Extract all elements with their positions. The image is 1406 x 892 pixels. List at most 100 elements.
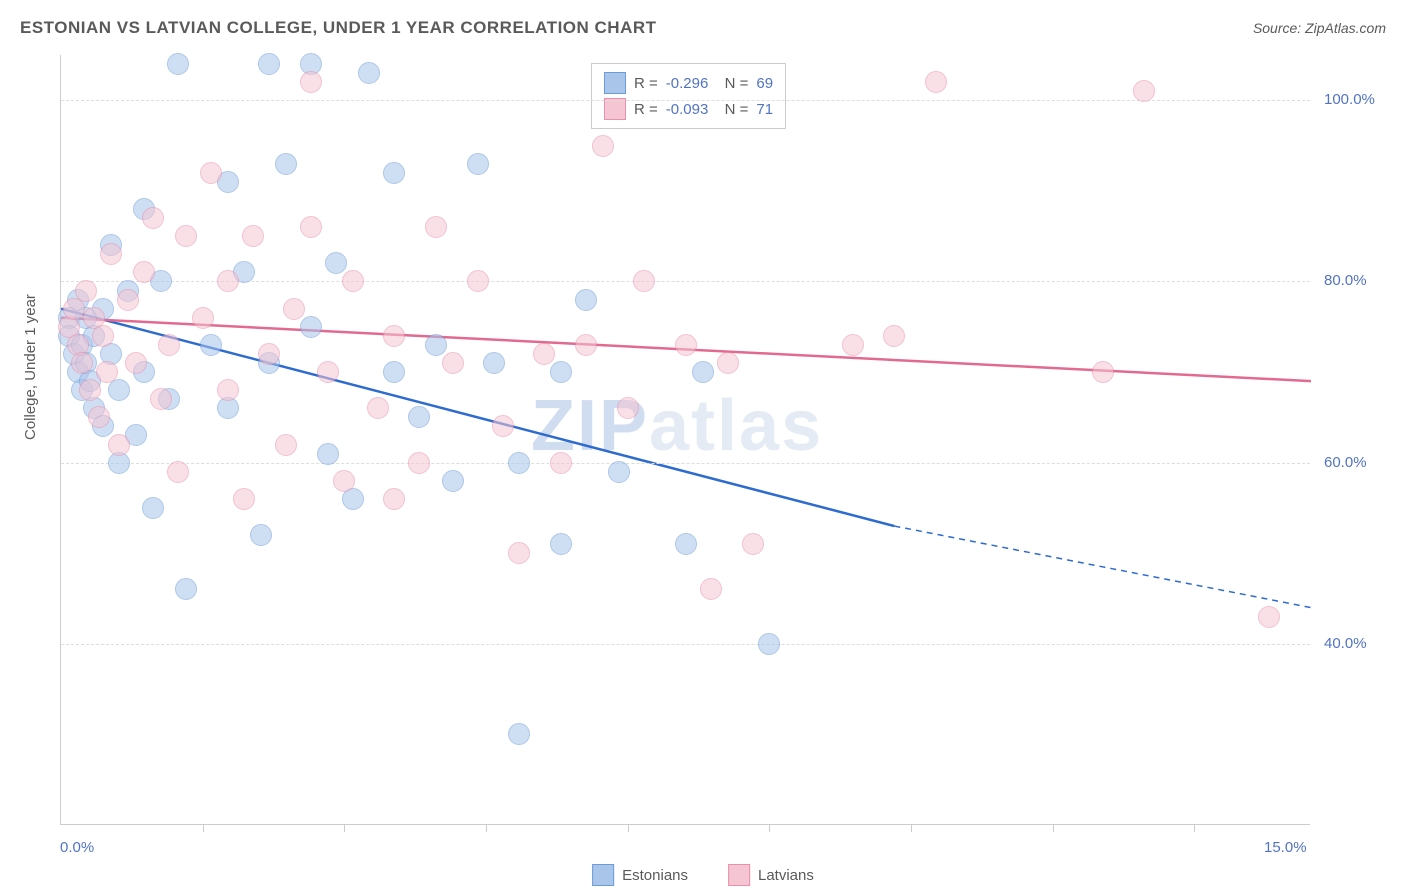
y-tick-label: 40.0% bbox=[1324, 635, 1367, 652]
x-tick bbox=[769, 824, 770, 832]
data-point bbox=[358, 62, 380, 84]
data-point bbox=[742, 533, 764, 555]
data-point bbox=[442, 352, 464, 374]
legend-swatch bbox=[728, 864, 750, 886]
correlation-legend: R = -0.296 N = 69R = -0.093 N = 71 bbox=[591, 63, 786, 129]
series-legend: Estonians Latvians bbox=[592, 864, 814, 886]
data-point bbox=[317, 443, 339, 465]
data-point bbox=[692, 361, 714, 383]
legend-row: R = -0.296 N = 69 bbox=[604, 70, 773, 96]
legend-n-label: N = bbox=[716, 101, 748, 118]
data-point bbox=[175, 578, 197, 600]
data-point bbox=[117, 289, 139, 311]
data-point bbox=[167, 53, 189, 75]
legend-swatch bbox=[604, 72, 626, 94]
data-point bbox=[675, 334, 697, 356]
legend-label: Estonians bbox=[622, 867, 688, 884]
data-point bbox=[617, 397, 639, 419]
watermark: ZIPatlas bbox=[531, 385, 823, 467]
data-point bbox=[92, 325, 114, 347]
data-point bbox=[425, 334, 447, 356]
scatter-plot-area: ZIPatlas R = -0.296 N = 69R = -0.093 N =… bbox=[60, 55, 1310, 825]
legend-swatch bbox=[604, 98, 626, 120]
data-point bbox=[575, 289, 597, 311]
x-tick bbox=[344, 824, 345, 832]
data-point bbox=[88, 406, 110, 428]
data-point bbox=[383, 361, 405, 383]
y-tick-label: 60.0% bbox=[1324, 454, 1367, 471]
data-point bbox=[125, 352, 147, 374]
data-point bbox=[108, 379, 130, 401]
data-point bbox=[242, 225, 264, 247]
data-point bbox=[758, 633, 780, 655]
data-point bbox=[383, 162, 405, 184]
legend-r-value: -0.093 bbox=[666, 101, 709, 118]
data-point bbox=[925, 71, 947, 93]
x-tick bbox=[911, 824, 912, 832]
data-point bbox=[275, 153, 297, 175]
data-point bbox=[75, 280, 97, 302]
y-axis-label: College, Under 1 year bbox=[22, 294, 39, 440]
data-point bbox=[483, 352, 505, 374]
data-point bbox=[550, 533, 572, 555]
data-point bbox=[633, 270, 655, 292]
data-point bbox=[275, 434, 297, 456]
gridline bbox=[61, 100, 1310, 101]
data-point bbox=[550, 452, 572, 474]
data-point bbox=[258, 53, 280, 75]
data-point bbox=[700, 578, 722, 600]
legend-item: Estonians bbox=[592, 864, 688, 886]
data-point bbox=[142, 497, 164, 519]
data-point bbox=[883, 325, 905, 347]
data-point bbox=[175, 225, 197, 247]
data-point bbox=[142, 207, 164, 229]
gridline bbox=[61, 644, 1310, 645]
data-point bbox=[250, 524, 272, 546]
legend-swatch bbox=[592, 864, 614, 886]
legend-n-value: 69 bbox=[756, 75, 773, 92]
data-point bbox=[108, 434, 130, 456]
data-point bbox=[217, 270, 239, 292]
x-tick bbox=[203, 824, 204, 832]
data-point bbox=[575, 334, 597, 356]
data-point bbox=[383, 325, 405, 347]
legend-n-value: 71 bbox=[756, 101, 773, 118]
legend-n-label: N = bbox=[716, 75, 748, 92]
data-point bbox=[79, 379, 101, 401]
data-point bbox=[508, 542, 530, 564]
data-point bbox=[1092, 361, 1114, 383]
data-point bbox=[96, 361, 118, 383]
data-point bbox=[325, 252, 347, 274]
legend-r-label: R = bbox=[634, 101, 658, 118]
data-point bbox=[71, 352, 93, 374]
data-point bbox=[63, 298, 85, 320]
data-point bbox=[467, 153, 489, 175]
data-point bbox=[192, 307, 214, 329]
data-point bbox=[283, 298, 305, 320]
data-point bbox=[300, 316, 322, 338]
legend-r-value: -0.296 bbox=[666, 75, 709, 92]
legend-item: Latvians bbox=[728, 864, 814, 886]
data-point bbox=[442, 470, 464, 492]
data-point bbox=[533, 343, 555, 365]
data-point bbox=[133, 261, 155, 283]
y-tick-label: 100.0% bbox=[1324, 91, 1375, 108]
data-point bbox=[342, 270, 364, 292]
gridline bbox=[61, 463, 1310, 464]
data-point bbox=[1258, 606, 1280, 628]
data-point bbox=[608, 461, 630, 483]
data-point bbox=[408, 452, 430, 474]
data-point bbox=[217, 379, 239, 401]
data-point bbox=[550, 361, 572, 383]
data-point bbox=[717, 352, 739, 374]
x-tick bbox=[628, 824, 629, 832]
data-point bbox=[592, 135, 614, 157]
legend-label: Latvians bbox=[758, 867, 814, 884]
source-attribution: Source: ZipAtlas.com bbox=[1253, 20, 1386, 36]
data-point bbox=[200, 334, 222, 356]
x-tick bbox=[1053, 824, 1054, 832]
data-point bbox=[408, 406, 430, 428]
legend-r-label: R = bbox=[634, 75, 658, 92]
data-point bbox=[300, 71, 322, 93]
data-point bbox=[258, 343, 280, 365]
